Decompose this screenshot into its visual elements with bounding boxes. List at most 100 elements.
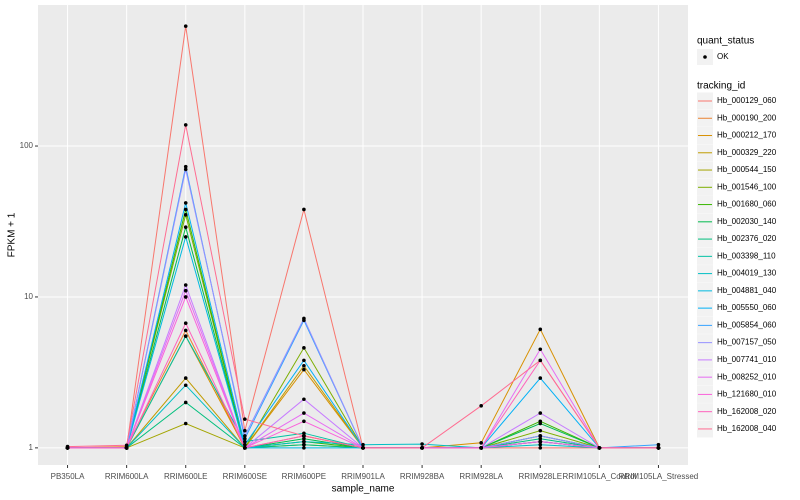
data-point [302,442,306,447]
data-point [183,167,188,172]
y-tick-label: 10 [24,292,33,301]
data-point [183,213,188,217]
data-point [302,446,306,450]
legend-title: tracking_id [697,81,745,92]
data-point [183,235,188,239]
data-point [361,442,365,447]
data-point [538,439,543,444]
data-point [538,421,543,426]
legend-label: Hb_000190_200 [717,113,777,122]
data-point [302,358,306,363]
legend-label: Hb_001546_100 [717,182,777,191]
legend-label: Hb_007741_010 [717,355,777,364]
data-point [538,446,543,450]
data-point [183,400,188,405]
data-point [361,446,365,450]
data-point [183,283,188,287]
legend-label: Hb_121680_010 [717,390,777,399]
data-point [124,443,129,448]
data-point [183,421,188,426]
x-tick-label: RRIM600SE [223,472,267,481]
data-point [183,164,188,169]
grid [38,5,688,465]
data-point [538,436,543,441]
data-point [538,411,543,415]
data-point [243,428,247,433]
x-tick-label: RRIM928LE [518,472,562,481]
data-point [302,367,306,372]
legend-label: Hb_000212_170 [717,131,777,140]
legend-label: Hb_007157_050 [717,338,777,347]
data-point [243,442,247,447]
data-point [302,207,306,212]
data-point [183,334,188,338]
data-point [302,419,306,424]
data-point [183,207,188,212]
legend-label: Hb_002376_020 [717,234,777,243]
x-tick-label: RRIM105LA_Control [562,472,636,481]
legend-label: Hb_004019_130 [717,269,777,278]
data-point [243,417,247,421]
data-point [243,434,247,438]
y-tick-label: 1 [29,443,34,452]
legend-label: Hb_000329_220 [717,148,777,157]
data-point [538,347,543,352]
data-point [183,321,188,325]
legend-label: OK [717,52,729,61]
y-tick-label: 100 [20,141,34,150]
data-point [183,383,188,388]
x-tick-label: RRIM901LA [341,472,385,481]
data-point [243,439,247,444]
data-point [302,316,306,321]
data-point [124,446,129,450]
data-point [656,442,661,447]
data-point [302,397,306,402]
legend-label: Hb_162008_020 [717,407,777,416]
data-point [538,428,543,433]
data-point [420,442,424,446]
legend-label: Hb_162008_040 [717,424,777,433]
data-point [183,123,188,127]
x-tick-label: RRIM928BA [400,472,445,481]
legend-label: Hb_005854_060 [717,320,777,329]
data-point [183,295,188,299]
legend-label: Hb_004881_040 [717,286,777,295]
data-point [183,376,188,380]
data-point [183,288,188,293]
data-point [302,434,306,438]
data-point [183,328,188,333]
data-point [479,446,483,450]
x-tick-label: RRIM928LA [459,472,503,481]
data-point [183,24,188,28]
legend-label: Hb_000544_150 [717,165,777,174]
data-point [420,446,424,450]
x-tick-label: RRIM600LA [105,472,149,481]
data-point [302,439,306,444]
data-point [65,444,70,449]
legend-title: quant_status [697,36,754,47]
legend-label: Hb_001680_060 [717,200,777,209]
data-point [243,446,247,450]
data-point [302,363,306,368]
legend-symbol [703,55,707,59]
data-point [538,434,543,438]
data-point [183,225,188,229]
x-tick-label: RRIM600PE [282,472,326,481]
legend-label: Hb_005550_060 [717,303,777,312]
data-point [302,346,306,350]
data-point [538,358,543,363]
x-tick-label: RRIM105LA_Stressed [619,472,699,481]
data-point [538,442,543,447]
data-point [302,436,306,441]
x-tick-label: PB350LA [51,472,85,481]
legend-label: Hb_008252_010 [717,372,777,381]
legend-label: Hb_002030_140 [717,217,777,226]
data-point [479,404,483,408]
data-point [597,446,602,450]
data-point [302,411,306,415]
legend-label: Hb_003398_110 [717,251,776,260]
legend-label: Hb_000129_060 [717,96,777,105]
x-axis-title: sample_name [332,484,395,495]
y-axis-title: FPKM + 1 [7,212,18,257]
